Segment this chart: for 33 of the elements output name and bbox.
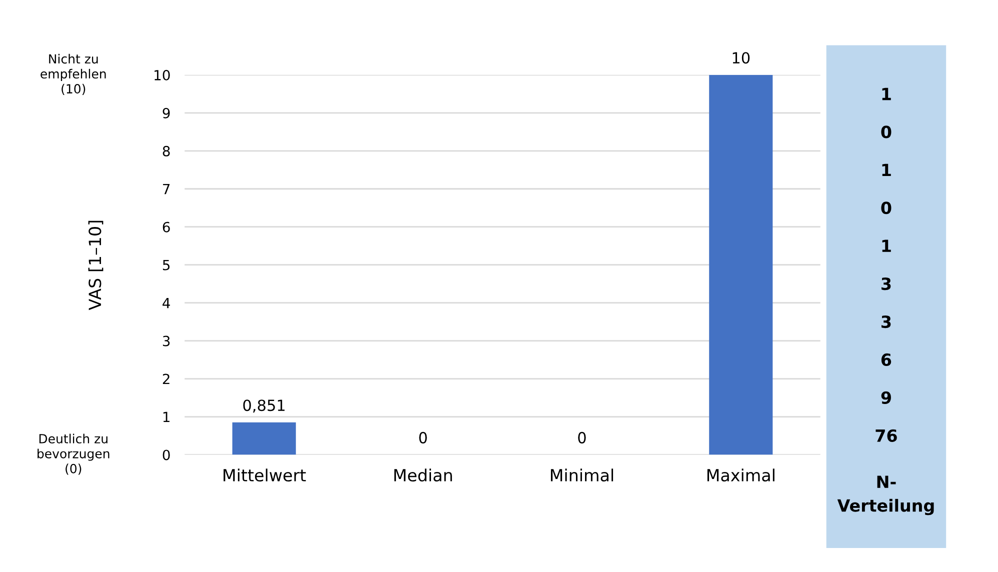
x-tick-label: Maximal [707,468,774,482]
y-tick-label: 6 [162,222,170,232]
text: Nicht zu empfehlen (10) [40,54,106,95]
text: 1 [882,164,891,176]
y-axis-title: VAS [1–10] [88,220,104,310]
y-tick-label: 10 [154,70,170,80]
text: 1 [882,88,891,100]
x-tick-label: Minimal [550,468,614,482]
y-tick-label: 1 [163,412,170,422]
text: N- Verteilung [837,476,934,516]
y-tick-label: 9 [162,108,170,118]
data-label: 10 [732,52,750,64]
text: 3 [882,315,891,328]
text: 9 [881,391,891,404]
y-tick-label: 0 [162,450,170,460]
y-tick-label: 8 [162,146,170,156]
y-tick-label: 5 [162,260,170,270]
y-tick-label: 3 [162,336,170,346]
y-tick-label: 7 [163,184,170,194]
data-label: 0 [419,432,427,444]
data-label: 0,851 [243,400,285,413]
text: 6 [881,353,892,366]
y-tick-label: 2 [162,374,170,384]
data-label: 0 [578,432,586,444]
y-tick-label: 4 [162,298,170,308]
text: 0 [881,126,892,138]
text: Deutlich zu bevorzugen (0) [38,434,110,475]
text: 76 [876,429,897,442]
text: 3 [882,278,891,290]
x-tick-label: Median [394,468,452,482]
x-tick-label: Mittelwert [224,468,306,482]
text: 1 [882,240,891,252]
text: 0 [881,202,892,214]
